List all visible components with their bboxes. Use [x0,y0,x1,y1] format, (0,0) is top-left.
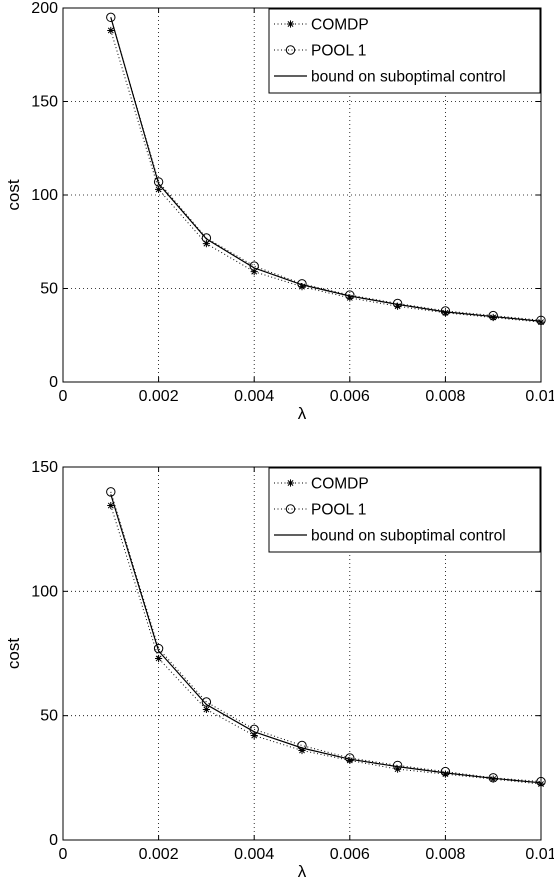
legend-box [268,467,541,553]
data-point-star [155,654,163,663]
data-point-circle [153,643,164,654]
y-tick-label: 150 [31,94,58,111]
data-point-star [346,294,354,302]
data-point-circle [106,12,116,23]
series-line [110,491,542,783]
series-line [110,505,542,785]
y-tick-label: 50 [40,708,58,725]
x-tick-label: 0.002 [139,388,179,405]
chart-svg-top: 0 0.002 0.004 0.006 0.008 0.01 0 50 100 150 200 λ co… [4,0,554,423]
x-tick-label: 0.01 [525,388,554,405]
data-point-star [298,746,306,755]
legend-marker-star [286,479,295,487]
legend-label: POOL 1 [311,43,366,60]
data-point-circle [153,177,164,187]
series-0 [107,26,545,326]
data-point-star [489,313,497,322]
chart-svg-bottom: 0 0.002 0.004 0.006 0.008 0.01 0 50 100 150 λ cost C… [4,459,554,881]
data-point-star [346,756,354,765]
y-tick-label: 100 [31,187,58,204]
x-tick-label: 0 [59,388,68,405]
y-tick-label: 200 [31,0,58,17]
x-tick-label: 0.008 [425,846,465,863]
data-point-star [107,501,115,510]
series-line [110,17,542,321]
legend-label: COMDP [311,17,369,34]
data-point-star [250,731,258,740]
legend-label: bound on suboptimal control [311,528,506,545]
series-line [110,17,542,322]
data-point-star [250,268,258,276]
series-line [110,30,542,323]
series-line [110,494,542,784]
data-point-star [155,185,163,193]
legend-box [268,8,541,94]
y-tick-label: 0 [49,832,58,849]
data-point-star [202,705,210,714]
legend-label: COMDP [311,476,369,493]
x-tick-label: 0.008 [425,388,465,405]
x-tick-label: 0.006 [330,388,370,405]
plot-frame [62,466,542,841]
data-point-star [298,283,306,291]
data-point-star [441,309,449,317]
x-tick-label: 0.01 [525,846,554,863]
series-2 [110,494,542,784]
x-tick-label: 0.004 [234,388,274,405]
chart-panel-top: 0 0.002 0.004 0.006 0.008 0.01 0 50 100 150 200 λ co… [4,0,554,423]
legend-label: POOL 1 [311,502,366,519]
legend-label: bound on suboptimal control [311,69,506,86]
legend-marker-circle [285,45,296,55]
data-point-circle [440,766,451,777]
legend-marker-star [286,20,295,28]
legend-marker-circle [285,504,296,514]
data-point-circle [201,697,212,707]
data-point-circle [536,776,546,787]
series-2 [110,17,542,322]
y-tick-label: 0 [49,374,58,391]
data-point-star [107,26,115,35]
data-point-circle [201,233,212,243]
y-axis-label: cost [4,638,23,669]
x-tick-label: 0.002 [139,846,179,863]
x-tick-label: 0.006 [330,846,370,863]
data-point-star [394,302,402,310]
y-tick-label: 100 [31,583,58,600]
x-tick-label: 0 [59,846,68,863]
data-point-star [202,240,210,248]
y-tick-label: 50 [40,281,58,298]
data-point-circle [297,740,307,751]
x-axis-label: λ [298,862,307,881]
data-point-star [441,770,449,778]
y-tick-label: 150 [31,459,58,476]
x-tick-label: 0.004 [234,846,274,863]
y-axis-label: cost [4,179,23,210]
data-point-star [537,780,545,788]
data-point-star [537,318,545,326]
data-point-star [489,775,497,783]
x-axis-label: λ [298,404,307,423]
chart-panel-bottom: 0 0.002 0.004 0.006 0.008 0.01 0 50 100 150 λ cost C… [0,447,554,893]
